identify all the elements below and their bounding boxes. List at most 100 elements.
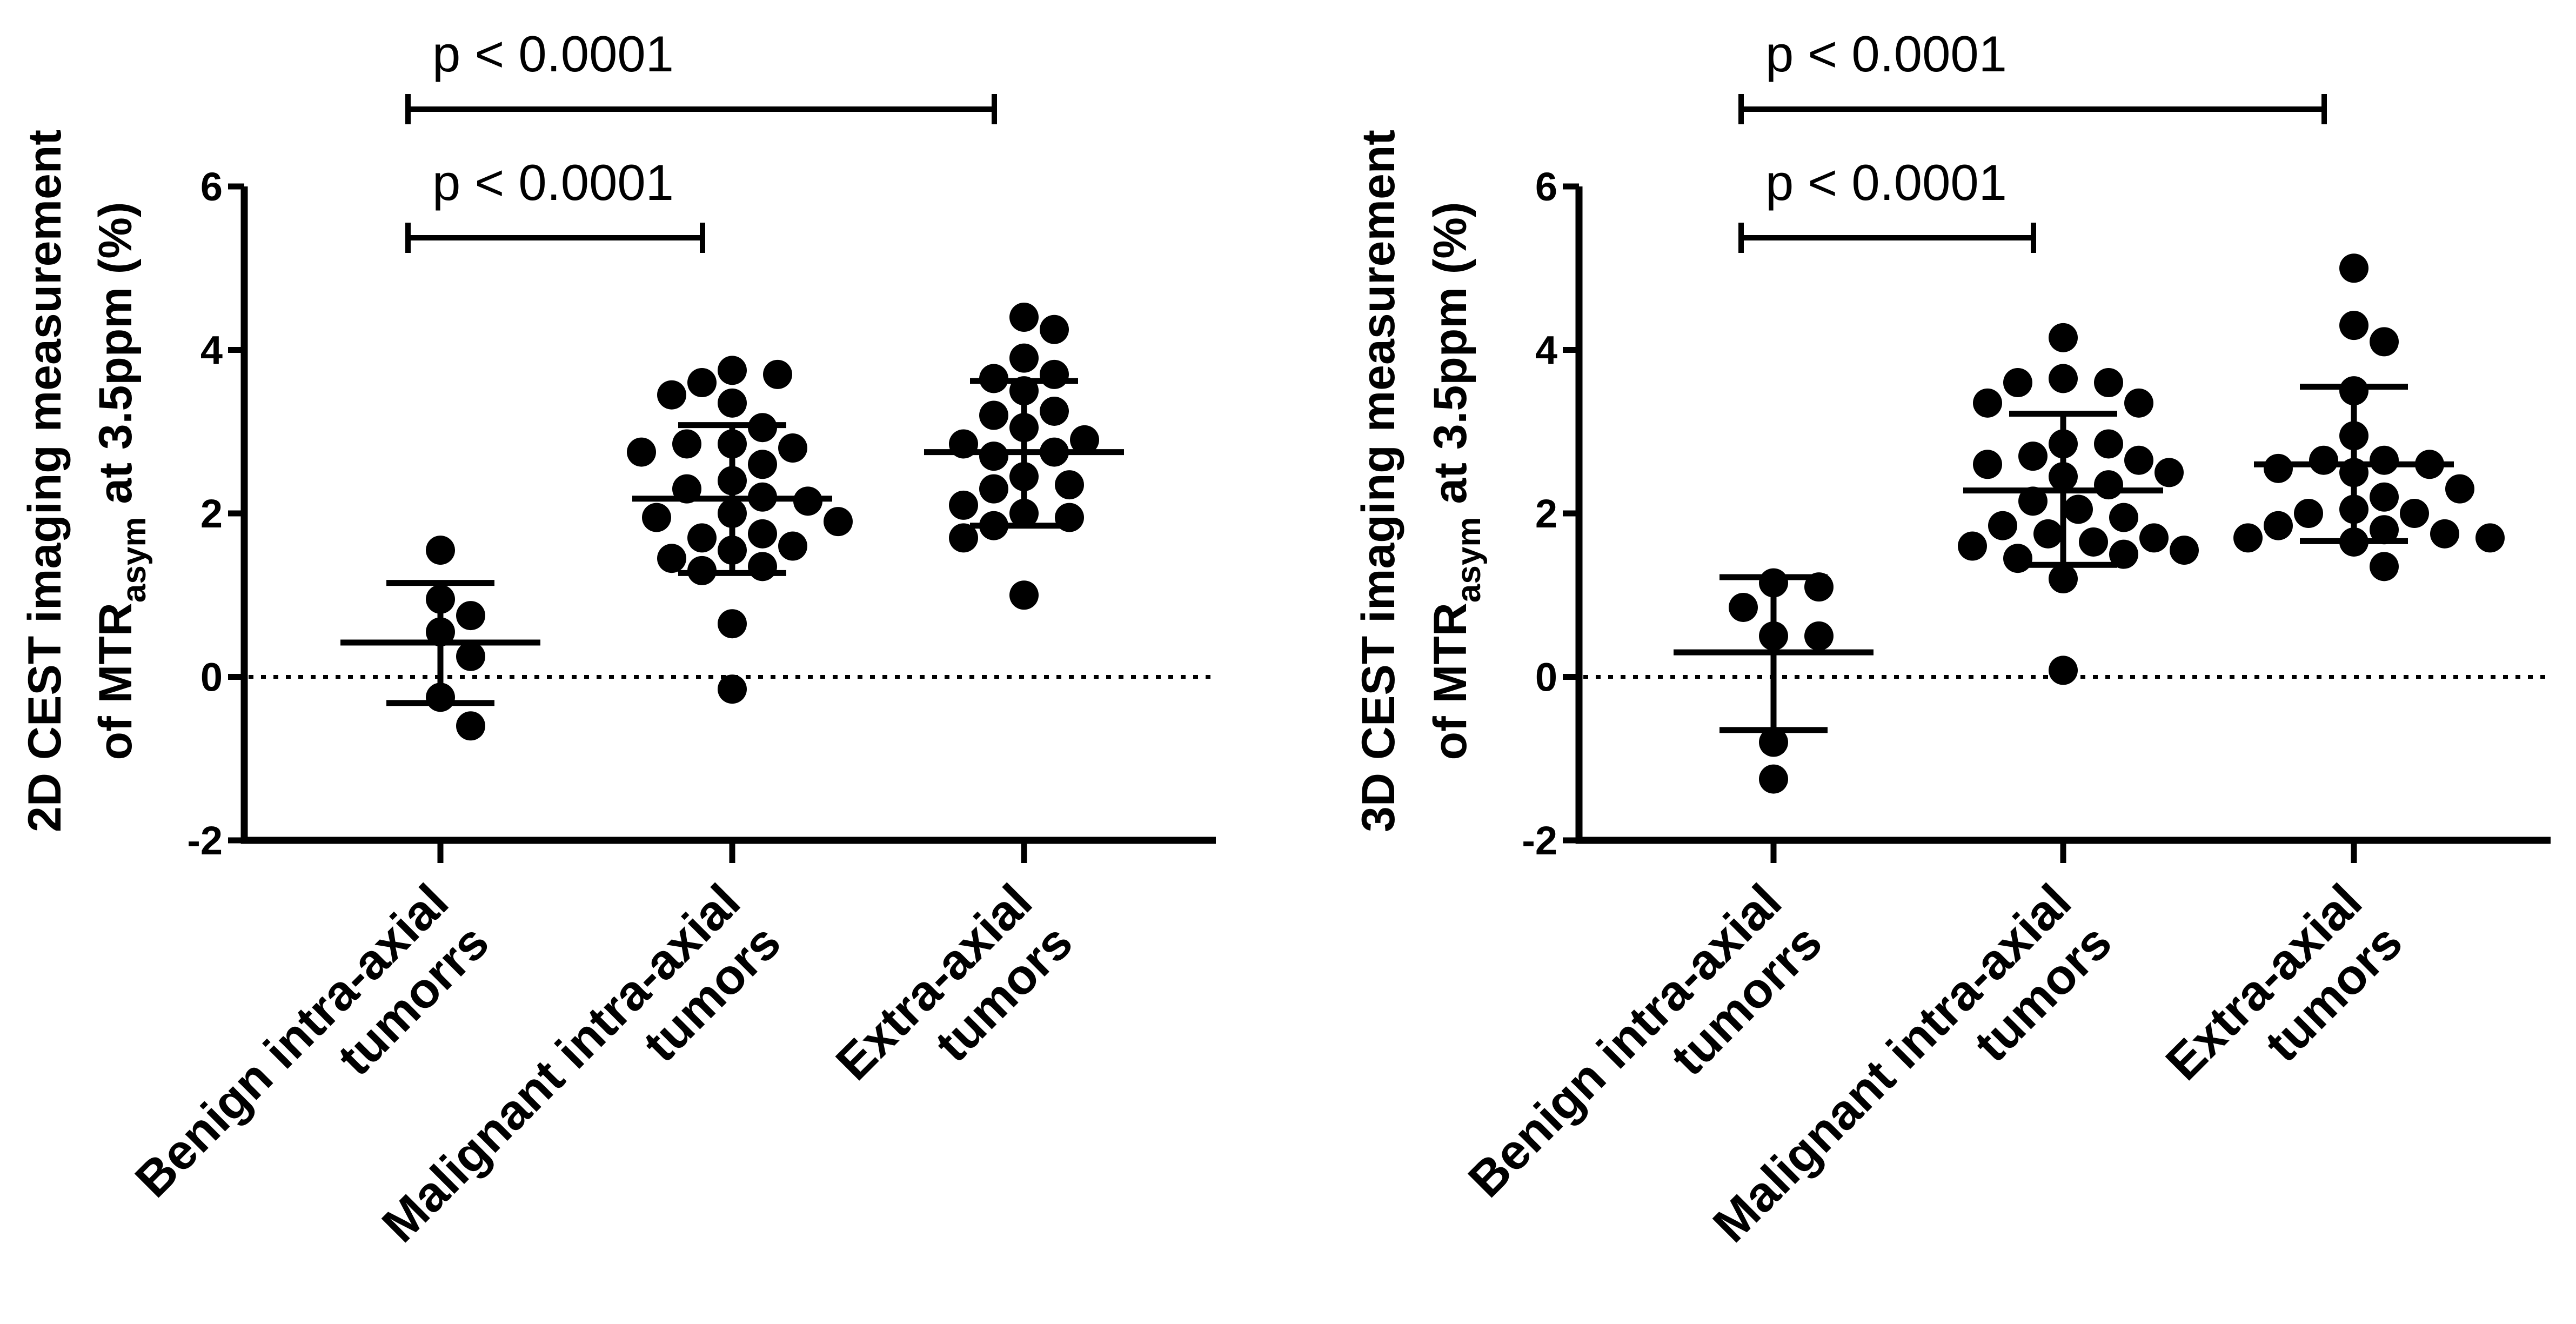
data-point xyxy=(657,380,686,410)
data-point xyxy=(1759,764,1788,794)
y-axis-title-line1: 3D CEST imaging measurement xyxy=(1353,130,1404,832)
y-tick-label: 6 xyxy=(1535,164,1557,209)
data-point xyxy=(2049,656,2078,685)
data-point xyxy=(1009,303,1039,332)
data-point xyxy=(1958,531,1987,561)
data-point xyxy=(1055,470,1084,500)
data-point xyxy=(763,359,792,389)
data-point xyxy=(778,433,807,463)
data-point xyxy=(2400,499,2429,528)
data-point xyxy=(1759,727,1788,757)
p-value-label: p < 0.0001 xyxy=(1765,154,2007,211)
data-point xyxy=(2339,311,2368,340)
y-tick-label: -2 xyxy=(1522,818,1557,863)
data-point xyxy=(1009,580,1039,610)
data-point xyxy=(627,437,656,467)
data-point xyxy=(2033,519,2063,549)
data-point xyxy=(2339,253,2368,283)
data-point xyxy=(2139,523,2169,553)
data-point xyxy=(2475,523,2505,553)
data-point xyxy=(2049,364,2078,393)
data-point xyxy=(2233,523,2263,553)
data-point xyxy=(672,429,701,459)
data-point xyxy=(2109,503,2138,532)
data-point xyxy=(718,609,747,639)
data-point xyxy=(2049,564,2078,593)
data-point xyxy=(2109,539,2138,569)
data-point xyxy=(1729,592,1758,622)
y-axis-title-prefix: of MTR xyxy=(1424,603,1476,760)
data-point xyxy=(1040,359,1069,389)
y-axis-title-line1: 2D CEST imaging measurement xyxy=(19,130,71,832)
data-point xyxy=(748,552,777,581)
data-point xyxy=(2094,470,2123,500)
data-point xyxy=(687,523,717,553)
data-point xyxy=(718,674,747,704)
data-point xyxy=(657,544,686,573)
data-point xyxy=(2370,445,2399,475)
data-point xyxy=(2370,327,2399,357)
y-axis-title-suffix: at 3.5ppm (%) xyxy=(90,202,142,517)
data-point xyxy=(2094,429,2123,459)
y-tick-label: -2 xyxy=(187,818,223,863)
category-label: Extra-axialtumors xyxy=(2156,874,2413,1131)
data-point xyxy=(687,368,717,397)
data-point xyxy=(979,442,1008,471)
data-point xyxy=(1040,396,1069,426)
data-point xyxy=(456,601,485,631)
category-label: Extra-axialtumors xyxy=(826,874,1083,1131)
data-point xyxy=(1973,388,2002,418)
data-point xyxy=(748,519,777,549)
data-point xyxy=(1973,450,2002,479)
data-point xyxy=(2445,474,2474,504)
data-point xyxy=(2018,486,2048,516)
p-value-label: p < 0.0001 xyxy=(432,154,674,211)
p-value-label: p < 0.0001 xyxy=(432,25,674,82)
y-tick-label: 4 xyxy=(200,328,223,373)
data-point xyxy=(2155,458,2184,487)
data-point xyxy=(2264,453,2293,483)
data-point xyxy=(2079,527,2108,557)
data-point xyxy=(2264,511,2293,540)
data-point xyxy=(2370,482,2399,512)
data-point xyxy=(2170,536,2199,565)
data-point xyxy=(456,711,485,741)
y-tick-label: 2 xyxy=(200,491,223,536)
y-tick-label: 4 xyxy=(1535,328,1557,373)
data-point xyxy=(426,536,455,565)
y-tick-label: 2 xyxy=(1535,491,1557,536)
y-tick-label: 0 xyxy=(1535,655,1557,700)
data-point xyxy=(2124,388,2153,418)
data-point xyxy=(824,507,853,537)
data-point xyxy=(718,356,747,385)
data-point xyxy=(2430,519,2459,549)
data-point xyxy=(2370,515,2399,545)
y-axis-title-subscript: asym xyxy=(1450,517,1488,603)
data-point xyxy=(778,531,807,561)
y-tick-label: 6 xyxy=(200,164,223,209)
data-point xyxy=(949,490,978,520)
y-axis-title-prefix: of MTR xyxy=(90,603,142,760)
data-point xyxy=(1804,621,1834,651)
y-axis-title-line2: of MTRasym at 3.5ppm (%) xyxy=(90,202,153,760)
data-point xyxy=(2124,445,2153,475)
data-point xyxy=(979,474,1008,504)
y-axis-title-suffix: at 3.5ppm (%) xyxy=(1424,202,1476,517)
data-point xyxy=(2294,499,2323,528)
data-point xyxy=(979,400,1008,430)
data-point xyxy=(1040,315,1069,344)
data-point xyxy=(2049,323,2078,352)
data-point xyxy=(2370,552,2399,581)
data-point xyxy=(2309,445,2338,475)
y-axis-title-line2: of MTRasym at 3.5ppm (%) xyxy=(1424,202,1488,760)
p-value-label: p < 0.0001 xyxy=(1765,25,2007,82)
y-axis-title-subscript: asym xyxy=(116,517,153,603)
data-point xyxy=(1070,425,1099,454)
data-point xyxy=(748,450,777,479)
data-point xyxy=(2064,494,2093,524)
data-point xyxy=(2094,368,2123,397)
data-point xyxy=(2018,442,2048,471)
data-point xyxy=(949,523,978,553)
